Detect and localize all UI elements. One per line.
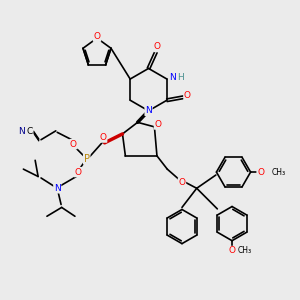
- Text: O: O: [154, 120, 161, 129]
- Text: O: O: [257, 168, 264, 177]
- Text: N: N: [145, 106, 152, 115]
- Text: C: C: [26, 127, 33, 136]
- Text: O: O: [100, 133, 106, 142]
- Text: O: O: [184, 91, 191, 100]
- Text: CH₃: CH₃: [237, 247, 251, 256]
- Text: N: N: [19, 127, 25, 136]
- Text: O: O: [154, 42, 161, 51]
- Text: N: N: [169, 73, 175, 82]
- Text: H: H: [177, 73, 184, 82]
- Text: O: O: [178, 178, 185, 187]
- Text: N: N: [54, 184, 61, 193]
- Text: O: O: [229, 247, 236, 256]
- Text: O: O: [94, 32, 100, 41]
- Text: O: O: [74, 168, 81, 177]
- Text: O: O: [70, 140, 77, 148]
- Text: P: P: [84, 154, 90, 164]
- Text: CH₃: CH₃: [271, 168, 285, 177]
